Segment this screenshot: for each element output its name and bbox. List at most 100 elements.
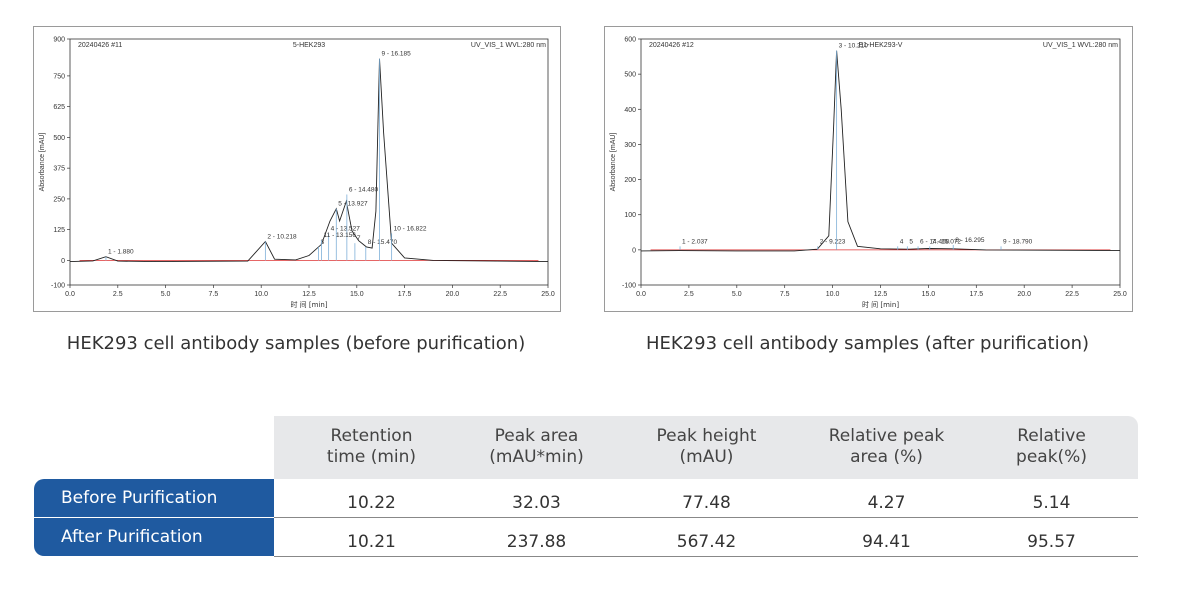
c1-x-tick-label: 5.0 — [732, 291, 742, 298]
c1-y-tick-label: 200 — [624, 177, 636, 184]
c0-x-tick-label: 5.0 — [161, 291, 171, 298]
cell-after-rel-area: 94.41 — [862, 532, 911, 552]
c1-peak-label: 6 - 14.460 — [920, 238, 950, 245]
header-peak-height: Peak height (mAU) — [656, 426, 757, 467]
c0-x-tick-label: 20.0 — [446, 291, 460, 298]
c0-y-tick-label: 900 — [53, 37, 65, 44]
c0-x-tick-label: 22.5 — [493, 291, 507, 298]
c1-signal-trace — [640, 50, 1121, 252]
chromatogram-before-svg: 20240426 #11 5-HEK293 UV_VIS_1 WVL:280 nm -… — [39, 37, 555, 310]
cell-before-rel-peak: 5.14 — [1032, 493, 1071, 513]
c1-x-tick-label: 12.5 — [874, 291, 888, 298]
c0-x-tick-label: 10.0 — [254, 291, 268, 298]
c1-peak-label: 1 - 2.037 — [682, 238, 708, 245]
c0-x-tick-label: 15.0 — [350, 291, 364, 298]
cell-after-rel-peak: 95.57 — [1027, 532, 1076, 552]
cell-after-retention: 10.21 — [347, 532, 396, 552]
chromatogram-after-svg: 20240426 #12 E1-HEK293-V UV_VIS_1 WVL:280 … — [610, 37, 1127, 310]
c0-peak-label: 6 - 14.480 — [349, 186, 379, 193]
c1-plot-area — [640, 38, 1121, 286]
c1-x-tick-label: 20.0 — [1017, 291, 1031, 298]
table-header-bg — [274, 416, 1138, 479]
c0-x-tick-label: 2.5 — [113, 291, 123, 298]
c0-x-axis-label: 时 间 [min] — [290, 300, 327, 309]
c0-y-axis-label: Absorbance [mAU] — [39, 133, 46, 192]
c0-y-tick-label: 125 — [53, 227, 65, 234]
cell-after-area: 237.88 — [506, 532, 567, 552]
cell-before-height: 77.48 — [682, 493, 731, 513]
c1-y-tick-label: 100 — [624, 212, 636, 219]
c1-y-tick-label: 500 — [624, 72, 636, 79]
c0-header-right: UV_VIS_1 WVL:280 nm — [471, 42, 546, 49]
results-table: Retention time (min) Peak area (mAU*min)… — [34, 416, 1138, 560]
c1-peak-label: 9 - 18.790 — [1003, 238, 1033, 245]
c0-y-tick-label: 625 — [53, 104, 65, 111]
c0-chart-title: 5-HEK293 — [293, 42, 325, 49]
c1-y-tick-label: 300 — [624, 142, 636, 149]
c0-x-tick-label: 0.0 — [65, 291, 75, 298]
c0-peak-label: 11 - 13.156 — [324, 232, 357, 239]
c1-peak-label: 2 - 9.223 — [820, 238, 846, 245]
c0-y-tick-label: 750 — [53, 73, 65, 80]
c0-peak-label: 5 - 13.927 — [338, 201, 368, 208]
c0-y-tick-label: 250 — [53, 196, 65, 203]
c1-peak-label: 5 — [909, 238, 913, 245]
c1-x-tick-label: 10.0 — [826, 291, 840, 298]
c1-x-tick-label: 15.0 — [922, 291, 936, 298]
row-label-after: After Purification — [34, 518, 274, 556]
c0-peak-label: 7 — [357, 235, 361, 242]
c1-x-tick-label: 22.5 — [1065, 291, 1079, 298]
row-separator — [274, 517, 1138, 518]
c1-x-axis-label: 时 间 [min] — [862, 300, 899, 309]
c1-y-axis-label: Absorbance [mAU] — [610, 133, 617, 192]
c0-y-tick-label: 500 — [53, 135, 65, 142]
header-retention-time: Retention time (min) — [326, 426, 417, 467]
c1-peak-label: 3 - 10.210 — [839, 43, 869, 50]
row-label-before: Before Purification — [34, 479, 274, 517]
c1-x-tick-label: 17.5 — [969, 291, 983, 298]
c0-y-tick-label: 375 — [53, 166, 65, 173]
caption-before: HEK293 cell antibody samples (before pur… — [66, 333, 526, 354]
c0-peak-label: 1 - 1.880 — [108, 249, 134, 256]
c1-peak-label: 8 - 16.295 — [955, 237, 985, 244]
c0-x-tick-label: 17.5 — [398, 291, 412, 298]
c0-peak-label: 2 - 10.218 — [267, 233, 297, 240]
c0-peak-label: 10 - 16.822 — [394, 225, 427, 232]
chromatogram-after: 20240426 #12 E1-HEK293-V UV_VIS_1 WVL:280 … — [604, 26, 1133, 312]
c1-y-tick-label: 600 — [624, 37, 636, 44]
c1-x-tick-label: 25.0 — [1113, 291, 1127, 298]
c0-peak-label: 4 - 13.527 — [331, 225, 361, 232]
c1-x-tick-label: 7.5 — [780, 291, 790, 298]
c1-peak-label: 7 - 15.072 — [932, 238, 962, 245]
c0-x-tick-label: 7.5 — [209, 291, 219, 298]
c1-peak-label: 4 — [900, 238, 904, 245]
header-relative-peak: Relative peak(%) — [1016, 426, 1087, 467]
header-peak-area: Peak area (mAU*min) — [489, 426, 584, 467]
c1-x-tick-label: 2.5 — [684, 291, 694, 298]
c0-y-tick-label: -100 — [51, 283, 65, 290]
cell-after-height: 567.42 — [676, 532, 737, 552]
caption-after: HEK293 cell antibody samples (after puri… — [645, 333, 1090, 354]
header-relative-peak-area: Relative peak area (%) — [828, 426, 945, 467]
c1-header-right: UV_VIS_1 WVL:280 nm — [1043, 42, 1118, 49]
c1-header-left: 20240426 #12 — [649, 42, 694, 49]
chromatogram-before: 20240426 #11 5-HEK293 UV_VIS_1 WVL:280 nm -… — [33, 26, 561, 312]
c0-x-tick-label: 12.5 — [302, 291, 316, 298]
c1-y-tick-label: 400 — [624, 107, 636, 114]
c0-peak-label: 3 — [321, 239, 325, 246]
c1-y-tick-label: -100 — [622, 283, 636, 290]
c0-plot-area — [69, 38, 549, 286]
c0-peak-label: 9 - 16.185 — [381, 51, 411, 58]
cell-before-retention: 10.22 — [347, 493, 396, 513]
c0-signal-trace — [69, 58, 549, 263]
c0-header-left: 20240426 #11 — [78, 42, 122, 49]
cell-before-area: 32.03 — [512, 493, 561, 513]
c0-x-tick-label: 25.0 — [541, 291, 555, 298]
c1-chart-title: E1-HEK293-V — [859, 42, 903, 49]
c1-y-tick-label: 0 — [632, 247, 636, 254]
c0-y-tick-label: 0 — [61, 258, 65, 265]
cell-before-rel-area: 4.27 — [867, 493, 906, 513]
c1-x-tick-label: 0.0 — [636, 291, 646, 298]
table-bottom-rule — [274, 556, 1138, 557]
c0-peak-label: 8 - 15.470 — [368, 239, 398, 246]
